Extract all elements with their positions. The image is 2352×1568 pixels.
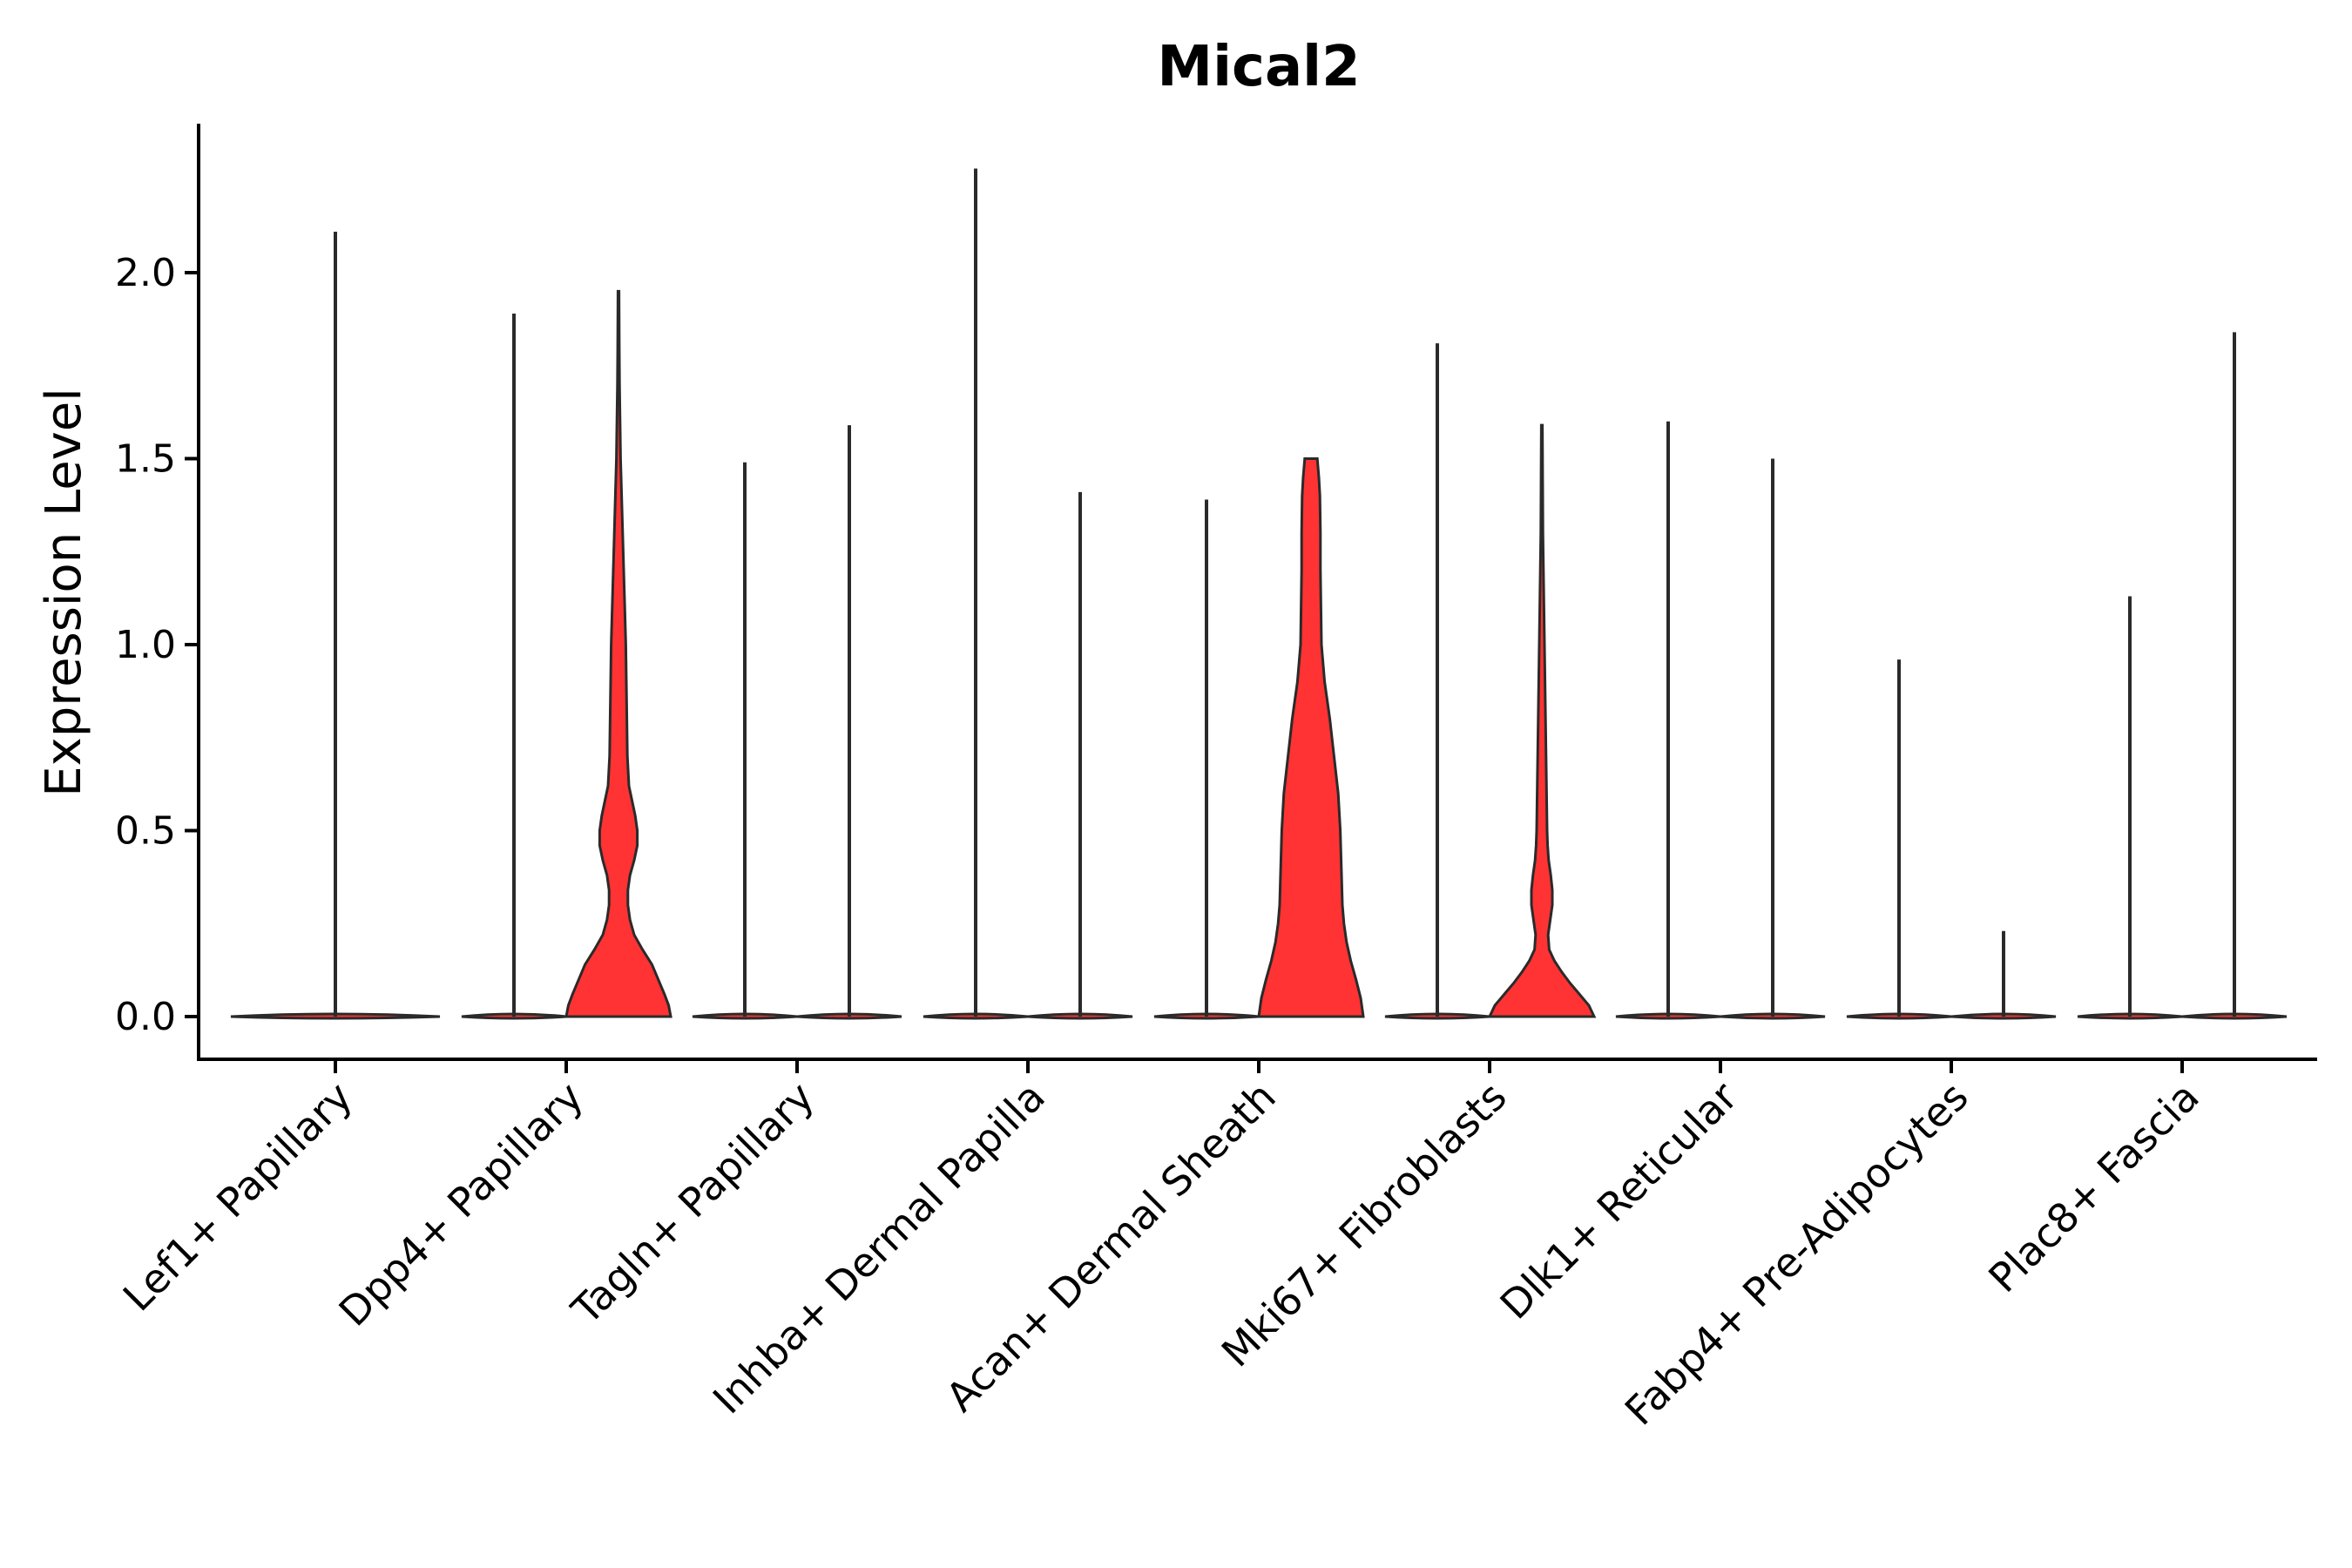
violin-body (1487, 423, 1597, 1018)
x-tick-label: Plac8+ Fascia (1979, 1073, 2207, 1301)
x-tick-label: Tagln+ Papillary (562, 1073, 823, 1335)
y-axis-ticks: 0.0 0.5 1.0 1.5 2.0 (115, 251, 199, 1039)
y-tick-label: 2.0 (115, 251, 176, 295)
y-tick-label: 0.0 (115, 995, 176, 1039)
y-tick-label: 1.5 (115, 437, 176, 482)
x-tick-label: Lef1+ Papillary (114, 1073, 362, 1321)
violin-body (1257, 457, 1365, 1018)
x-tick-label: Dlk1+ Reticular (1491, 1073, 1747, 1328)
y-tick-label: 0.5 (115, 809, 176, 854)
plot-area (230, 168, 2288, 1020)
y-tick-label: 1.0 (115, 623, 176, 667)
violin-body (564, 289, 672, 1018)
y-axis-label: Expression Level (36, 388, 92, 797)
x-tick-label: Dpp4+ Papillary (330, 1073, 592, 1335)
chart-title: Mical2 (1157, 35, 1360, 99)
